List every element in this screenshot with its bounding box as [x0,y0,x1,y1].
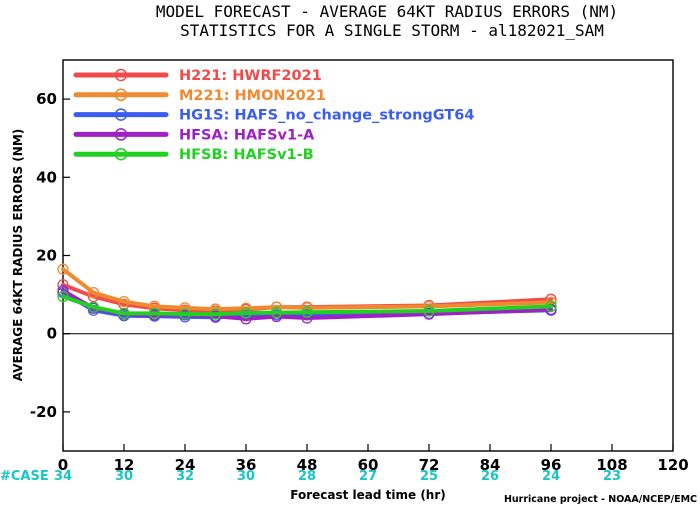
case-count: 24 [542,469,560,484]
data-point [240,307,252,319]
x-tick-label: 0 [58,456,68,474]
x-tick-label: 84 [480,456,501,474]
case-count: 26 [481,469,499,484]
data-point [118,295,130,308]
case-count: 23 [603,469,621,484]
case-count: 30 [237,469,255,484]
legend-label: M221: HMON2021 [179,88,326,104]
y-tick-label: -20 [30,403,57,421]
x-axis-label: Forecast lead time (hr) [290,488,446,502]
legend-label: HG1S: HAFS_no_change_strongGT64 [179,108,475,124]
data-point [148,307,161,320]
y-tick-label: 40 [36,168,57,186]
series-4 [57,290,557,320]
y-tick-label: 0 [47,325,57,343]
legend-marker [114,147,128,161]
case-label: #CASE [0,469,49,484]
data-point [57,263,69,275]
x-tick-label: 12 [114,456,135,474]
y-axis: -20 0 20 40 60 [30,90,70,421]
x-tick-label: 72 [419,456,440,474]
x-tick-label: 60 [358,456,379,474]
y-axis-label: AVERAGE 64KT RADIUS ERRORS (NM) [11,129,25,381]
case-count: 32 [176,469,194,484]
legend-entry: H221: HWRF2021 [73,68,322,84]
data-point [57,290,69,303]
x-tick-label: 48 [297,456,318,474]
data-point [545,300,557,312]
legend-label: H221: HWRF2021 [179,68,322,84]
case-count: 34 [54,469,72,484]
data-point [270,306,283,319]
legend: H221: HWRF2021 M221: HMON2021 HG1S: HAFS_n… [73,68,475,163]
legend-label: HFSB: HAFSv1-B [179,147,314,163]
case-count: 25 [420,469,438,484]
credit-text: Hurricane project - NOAA/NCEP/EMC [504,494,697,505]
case-counts: 34 30 32 30 28 27 25 26 24 23 [54,469,621,484]
legend-entry: HFSA: HAFSv1-A [73,127,315,143]
x-tick-label: 24 [175,456,196,474]
data-point [301,306,313,318]
legend-entry: HG1S: HAFS_no_change_strongGT64 [73,108,475,124]
data-point [87,286,100,299]
series-layer [57,263,557,325]
y-tick-label: 60 [36,90,57,108]
legend-label: HFSA: HAFSv1-A [179,127,315,143]
legend-marker [114,108,128,121]
legend-marker [114,88,128,102]
x-tick-label: 108 [596,456,627,474]
legend-marker [114,68,128,82]
chart-title: MODEL FORECAST - AVERAGE 64KT RADIUS ERR… [156,2,618,21]
data-point [118,307,130,320]
series-line [61,294,553,317]
x-axis: 0 12 24 36 48 60 72 84 96 108 120 [58,444,689,474]
legend-marker [114,128,128,141]
x-tick-label: 96 [541,456,562,474]
legend-entry: M221: HMON2021 [73,88,326,104]
chart-subtitle: STATISTICS FOR A SINGLE STORM - al182021… [180,21,604,40]
legend-entry: HFSB: HAFSv1-B [73,147,314,163]
case-count: 28 [298,469,316,484]
x-tick-label: 36 [236,456,257,474]
case-count: 30 [115,469,133,484]
data-point [179,308,191,320]
y-tick-label: 20 [36,247,57,265]
data-point [209,308,222,320]
x-tick-label: 120 [657,456,688,474]
data-point [87,301,100,313]
case-count: 27 [359,469,377,484]
data-point [423,305,435,317]
